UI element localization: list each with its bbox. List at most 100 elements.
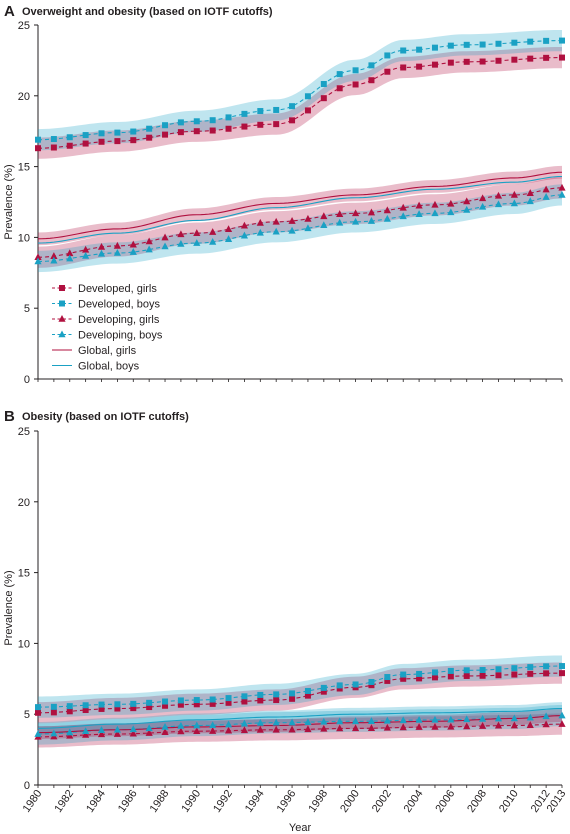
data-point-square xyxy=(82,132,89,139)
data-point-square xyxy=(431,44,438,51)
data-point-square xyxy=(511,665,518,672)
data-point-triangle xyxy=(145,245,153,253)
data-point-square xyxy=(416,670,423,677)
y-tick-label: 15 xyxy=(18,162,30,174)
data-point-triangle xyxy=(34,730,42,737)
data-point-triangle xyxy=(558,720,566,727)
data-point-square xyxy=(352,81,359,88)
data-point-square xyxy=(50,703,57,710)
data-point-triangle xyxy=(558,711,566,719)
data-point-triangle xyxy=(304,718,312,726)
data-point-triangle xyxy=(304,224,312,232)
data-point-square xyxy=(82,140,89,147)
legend-label-4: Global, girls xyxy=(78,345,137,357)
series-line-4 xyxy=(37,171,563,240)
data-point-triangle xyxy=(288,226,296,234)
panel-b: B Obesity (based on IOTF cutoffs) 0 5 10 15 20… xyxy=(3,408,568,834)
data-point-square xyxy=(447,59,454,66)
series-line-2 xyxy=(37,187,563,258)
data-point-square xyxy=(400,671,407,678)
data-point-square xyxy=(273,121,280,128)
legend-marker-triangle xyxy=(58,315,66,322)
data-point-triangle xyxy=(50,256,58,264)
data-point-triangle xyxy=(431,200,439,208)
data-point-triangle xyxy=(367,208,376,216)
data-point-triangle xyxy=(447,722,455,730)
data-point-triangle xyxy=(161,242,169,250)
data-point-triangle xyxy=(256,218,264,226)
data-point-square xyxy=(273,691,280,698)
data-point-square xyxy=(527,664,534,671)
data-point-triangle xyxy=(336,218,344,226)
series-line-0 xyxy=(37,57,563,149)
data-point-triangle xyxy=(129,725,137,733)
data-point-triangle xyxy=(288,217,296,224)
data-point-square xyxy=(35,136,41,143)
data-point-triangle xyxy=(479,202,487,210)
data-point-triangle xyxy=(161,728,169,735)
legend-marker-square xyxy=(59,285,65,291)
data-point-square xyxy=(35,704,41,711)
data-point-square xyxy=(193,697,200,704)
data-point-triangle xyxy=(240,719,249,727)
data-point-triangle xyxy=(34,253,42,261)
data-point-triangle xyxy=(177,721,185,729)
series-line-4 xyxy=(37,715,563,734)
data-point-square xyxy=(384,677,391,684)
data-point-square xyxy=(384,68,391,75)
data-point-triangle xyxy=(193,727,201,734)
y-tick-label: 25 xyxy=(18,20,30,32)
x-tick-label: 1994 xyxy=(243,788,267,815)
data-point-square xyxy=(289,695,296,702)
data-point-triangle xyxy=(494,191,503,199)
y-tick-label: 5 xyxy=(24,303,30,315)
data-point-square xyxy=(336,682,343,689)
data-point-square xyxy=(463,667,470,674)
data-point-square xyxy=(98,701,105,708)
data-point-square xyxy=(130,137,137,144)
data-point-triangle xyxy=(415,210,423,217)
data-point-triangle xyxy=(399,203,407,211)
data-point-square xyxy=(543,663,550,670)
series-line-5 xyxy=(37,175,563,244)
y-tick-label: 5 xyxy=(24,709,30,721)
data-point-triangle xyxy=(129,240,137,248)
panel-title: Obesity (based on IOTF cutoffs) xyxy=(22,411,189,423)
data-point-square xyxy=(225,114,232,121)
data-point-square xyxy=(559,663,565,670)
data-point-triangle xyxy=(351,209,360,217)
data-point-square xyxy=(511,39,518,46)
data-point-square xyxy=(511,56,518,63)
y-tick-label: 25 xyxy=(18,426,30,438)
data-point-square xyxy=(225,699,232,706)
data-point-triangle xyxy=(320,212,328,220)
data-point-square xyxy=(82,707,89,714)
data-point-triangle xyxy=(399,723,407,731)
data-point-triangle xyxy=(113,725,121,733)
data-point-triangle xyxy=(526,197,534,205)
data-point-triangle xyxy=(431,722,439,730)
series-line-2 xyxy=(37,723,563,738)
data-point-square xyxy=(400,675,407,682)
data-point-square xyxy=(177,701,184,708)
data-point-triangle xyxy=(399,716,407,724)
data-point-square xyxy=(241,123,248,130)
data-point-triangle xyxy=(224,720,233,728)
data-point-square xyxy=(463,41,470,48)
data-point-triangle xyxy=(447,715,455,723)
y-tick-label: 20 xyxy=(18,497,30,509)
data-point-triangle xyxy=(494,721,503,729)
data-point-triangle xyxy=(415,715,423,723)
legend-label-5: Global, boys xyxy=(78,361,140,373)
data-point-square xyxy=(527,55,534,62)
data-point-square xyxy=(66,708,73,715)
data-point-triangle xyxy=(415,723,423,730)
data-point-square xyxy=(304,692,311,699)
data-point-square xyxy=(241,698,248,705)
data-point-triangle xyxy=(526,189,534,196)
data-point-square xyxy=(177,129,184,136)
data-point-triangle xyxy=(177,240,185,247)
data-point-triangle xyxy=(145,724,153,732)
data-point-square xyxy=(479,41,486,48)
